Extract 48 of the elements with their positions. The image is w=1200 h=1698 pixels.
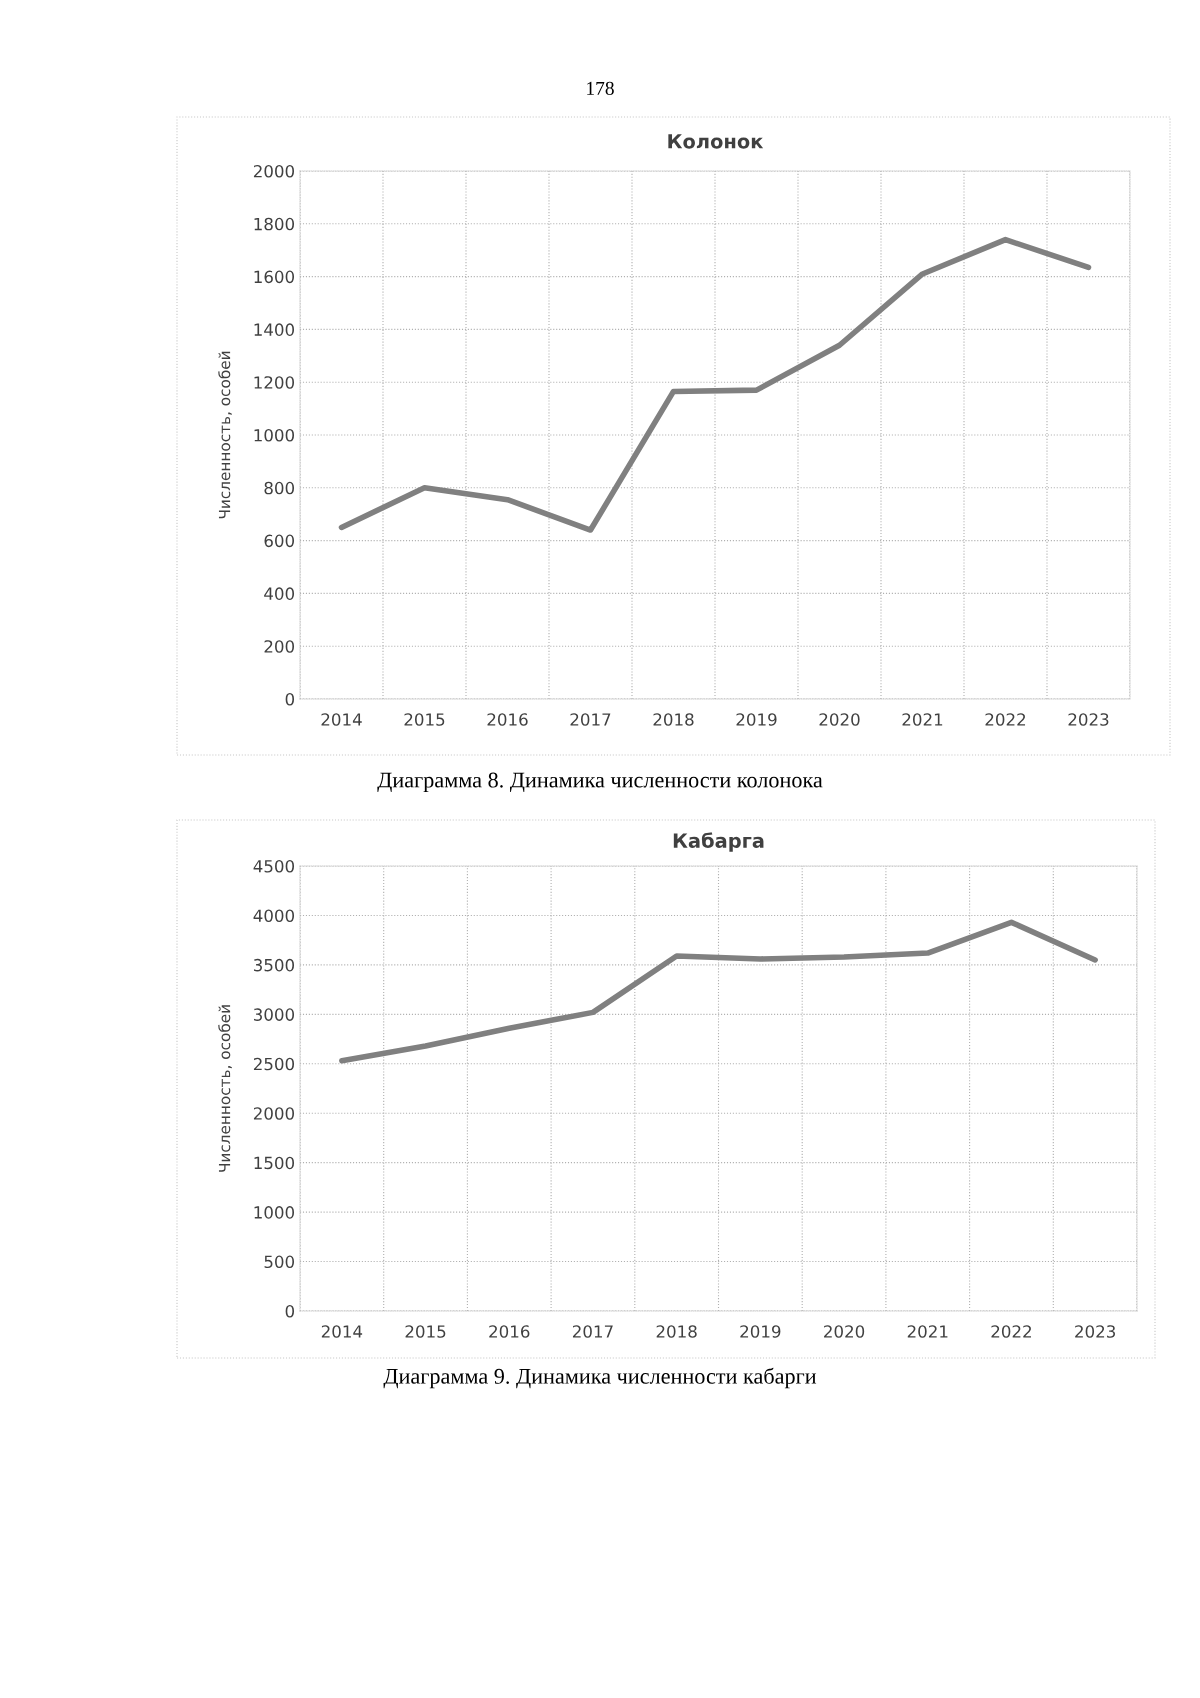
x-tick-label: 2020 [819,713,860,726]
text: 178 [587,81,614,95]
x-tick-label: 2018 [653,713,694,726]
y-tick-label: 2000 [253,1107,295,1120]
y-tick-label: 1000 [254,428,295,442]
y-tick-label: 3500 [253,958,295,972]
y-tick-label: 1500 [254,1156,295,1170]
x-tick-label: 2014 [321,1325,363,1338]
x-tick-label: 2023 [1075,1325,1116,1338]
x-tick-label: 2017 [572,1325,613,1338]
y-tick-label: 600 [264,534,295,548]
y-tick-label: 1200 [254,376,295,389]
x-tick-label: 2019 [740,1325,781,1338]
x-tick-label: 2022 [991,1325,1031,1338]
x-tick-label: 2017 [570,713,611,726]
x-tick-label: 2021 [902,713,943,726]
y-tick-label: 200 [264,640,295,653]
y-tick-label: 1800 [254,217,295,231]
x-tick-label: 2014 [321,713,362,726]
y-tick-label: 4500 [253,859,295,873]
x-tick-label: 2019 [736,713,777,726]
y-tick-label: 2500 [253,1057,295,1071]
x-tick-label: 2015 [405,1325,446,1338]
x-tick-label: 2015 [404,713,445,726]
y-tick-label: 1000 [254,1206,295,1219]
x-tick-label: 2023 [1068,713,1109,726]
y-axis-title: Численность, особей [218,1005,232,1172]
x-tick-label: 2022 [985,713,1026,726]
y-tick-label: 2000 [253,164,295,178]
y-tick-label: 3000 [253,1008,295,1021]
y-tick-label: 500 [264,1255,295,1269]
x-tick-label: 2020 [824,1325,865,1338]
y-tick-label: 0 [285,1304,295,1318]
y-tick-label: 0 [285,692,295,706]
y-tick-label: 400 [264,587,295,600]
y-tick-label: 4000 [253,909,295,923]
chart-title: Колонок [668,134,764,149]
x-tick-label: 2018 [656,1325,697,1338]
y-tick-label: 1600 [254,270,295,284]
y-tick-label: 1400 [254,323,295,336]
chart-title: Кабарга [673,832,764,852]
y-axis-title: Численность, особей [218,351,232,519]
x-tick-label: 2016 [487,713,528,726]
y-tick-label: 800 [264,481,295,495]
text: Диаграмма 9. Динамика численности кабарги [383,1367,817,1389]
x-tick-label: 2021 [907,1325,948,1338]
x-tick-label: 2016 [489,1325,530,1338]
text: Диаграмма 8. Динамика численности колонока [377,772,823,793]
